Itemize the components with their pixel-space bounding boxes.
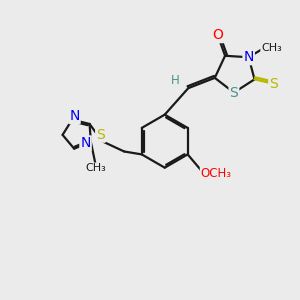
- Text: N: N: [69, 109, 80, 123]
- Text: H: H: [171, 74, 179, 87]
- Text: S: S: [96, 128, 105, 142]
- Text: N: N: [80, 136, 91, 150]
- Text: S: S: [230, 85, 238, 100]
- Text: CH₃: CH₃: [85, 164, 106, 173]
- Text: OCH₃: OCH₃: [201, 167, 232, 180]
- Text: CH₃: CH₃: [261, 44, 282, 53]
- Text: S: S: [269, 77, 278, 91]
- Text: O: O: [212, 28, 223, 42]
- Text: N: N: [244, 50, 254, 64]
